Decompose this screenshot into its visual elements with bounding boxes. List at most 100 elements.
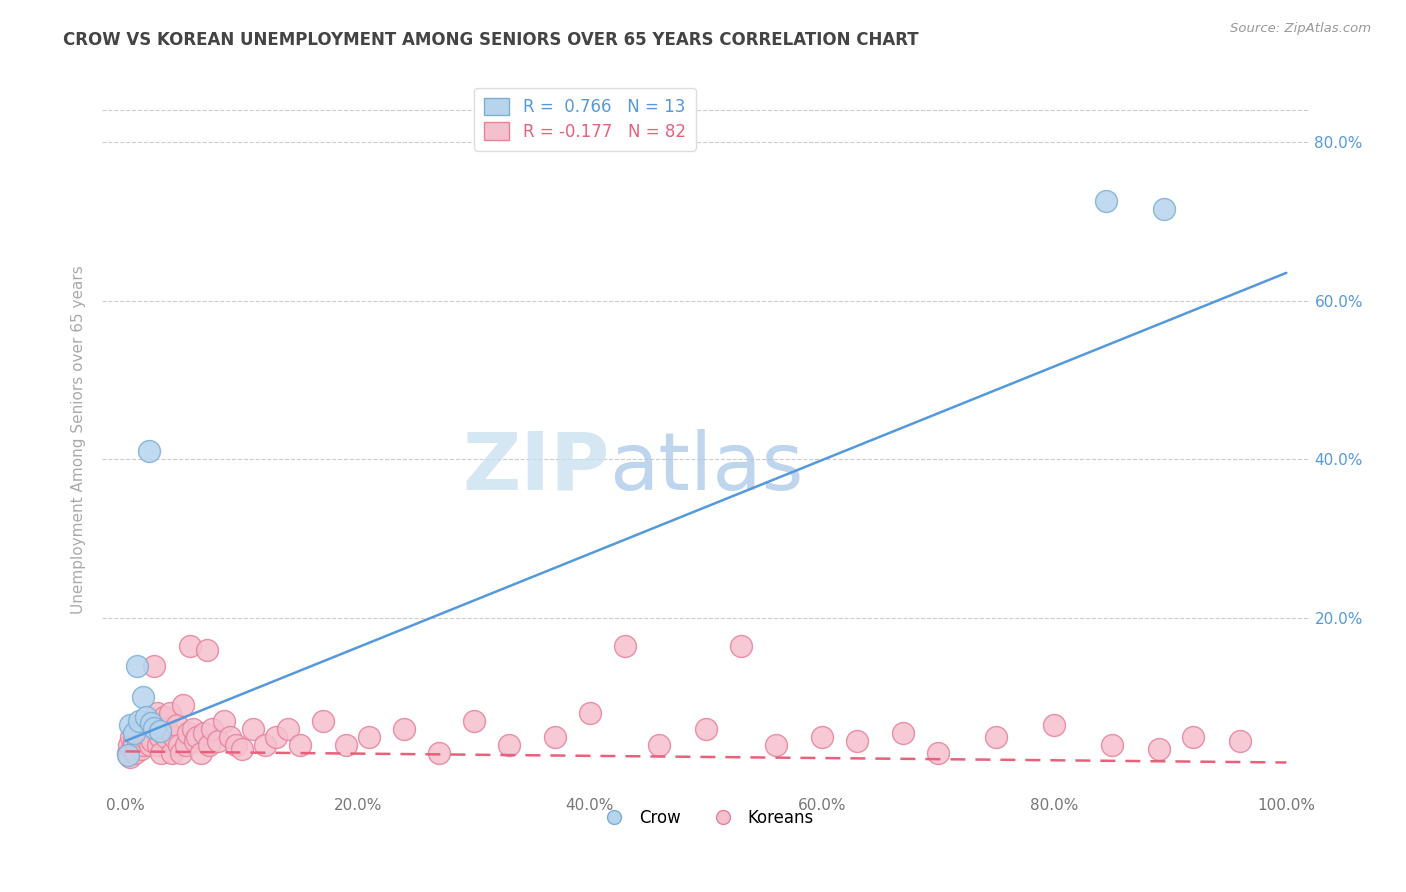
Point [172, 698, 194, 713]
Point [181, 722, 204, 736]
Point [811, 730, 834, 744]
Point [117, 746, 139, 760]
Point [145, 722, 167, 736]
Point [845, 734, 868, 748]
Point [139, 715, 162, 730]
Point [163, 730, 186, 744]
Point [128, 714, 150, 729]
Point [266, 730, 288, 744]
Point [335, 738, 357, 752]
Point [118, 738, 141, 752]
Point [156, 722, 179, 736]
Y-axis label: Unemployment Among Seniors over 65 years: Unemployment Among Seniors over 65 years [72, 265, 86, 614]
Point [288, 738, 311, 752]
Point [179, 639, 201, 653]
Point [498, 738, 520, 752]
Point [231, 742, 253, 756]
Point [312, 714, 335, 729]
Point [160, 746, 183, 760]
Point [170, 746, 193, 760]
Text: Source: ZipAtlas.com: Source: ZipAtlas.com [1230, 22, 1371, 36]
Point [1043, 718, 1066, 732]
Point [155, 730, 177, 744]
Point [177, 726, 200, 740]
Point [190, 746, 212, 760]
Point [138, 444, 160, 458]
Point [125, 658, 148, 673]
Point [135, 718, 157, 732]
Point [186, 730, 208, 744]
Text: atlas: atlas [609, 429, 804, 507]
Point [141, 734, 163, 748]
Point [695, 722, 717, 736]
Point [129, 742, 152, 756]
Point [463, 714, 485, 729]
Point [127, 738, 149, 752]
Point [174, 738, 197, 752]
Point [122, 734, 145, 748]
Point [149, 730, 172, 744]
Point [125, 726, 148, 740]
Point [648, 738, 671, 752]
Point [1147, 742, 1170, 756]
Point [207, 734, 229, 748]
Point [143, 658, 166, 673]
Point [193, 726, 215, 740]
Point [138, 730, 160, 744]
Point [544, 730, 567, 744]
Point [120, 718, 142, 732]
Point [152, 710, 174, 724]
Point [117, 747, 139, 762]
Point [139, 714, 162, 729]
Point [184, 734, 207, 748]
Point [201, 722, 224, 736]
Point [132, 738, 155, 752]
Point [613, 639, 636, 653]
Point [167, 738, 190, 752]
Point [120, 730, 142, 744]
Point [120, 750, 142, 764]
Point [392, 722, 415, 736]
Point [128, 730, 150, 744]
Point [578, 706, 600, 721]
Point [1182, 730, 1205, 744]
Point [927, 746, 949, 760]
Point [225, 738, 247, 752]
Point [427, 746, 450, 760]
Point [277, 722, 299, 736]
Text: ZIP: ZIP [463, 429, 609, 507]
Point [1101, 738, 1123, 752]
Point [253, 738, 276, 752]
Point [891, 726, 914, 740]
Point [132, 730, 155, 744]
Point [1095, 194, 1118, 209]
Point [149, 723, 172, 738]
Point [1153, 202, 1175, 217]
Point [984, 730, 1007, 744]
Point [219, 730, 242, 744]
Text: CROW VS KOREAN UNEMPLOYMENT AMONG SENIORS OVER 65 YEARS CORRELATION CHART: CROW VS KOREAN UNEMPLOYMENT AMONG SENIOR… [63, 31, 920, 49]
Point [159, 706, 181, 721]
Point [146, 738, 169, 752]
Point [359, 730, 381, 744]
Point [143, 721, 166, 735]
Point [730, 639, 752, 653]
Point [242, 722, 264, 736]
Point [1229, 734, 1251, 748]
Point [131, 722, 153, 736]
Legend: Crow, Koreans: Crow, Koreans [591, 803, 821, 834]
Point [135, 710, 157, 724]
Point [134, 726, 156, 740]
Point [765, 738, 787, 752]
Point [125, 722, 148, 736]
Point [198, 738, 221, 752]
Point [139, 738, 162, 752]
Point [166, 718, 188, 732]
Point [212, 714, 235, 729]
Point [122, 726, 145, 740]
Point [195, 642, 218, 657]
Point [150, 746, 173, 760]
Point [124, 746, 146, 760]
Point [132, 690, 155, 705]
Point [146, 706, 169, 721]
